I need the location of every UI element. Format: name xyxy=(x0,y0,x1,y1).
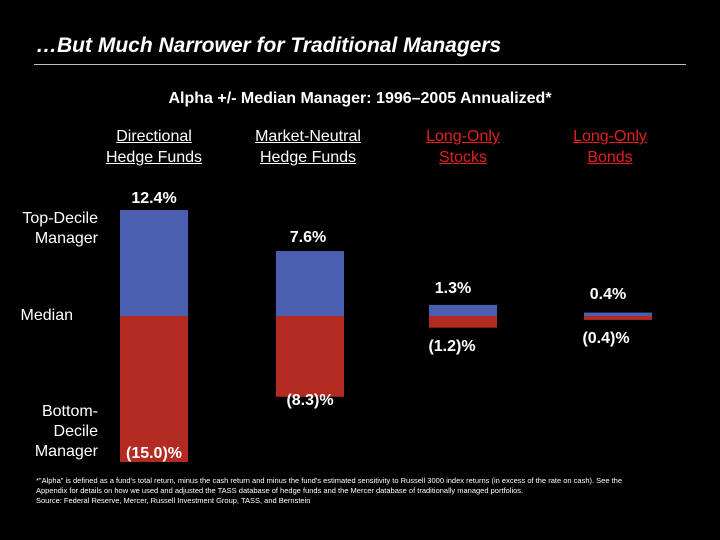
category-label-directional: Directional Hedge Funds xyxy=(84,126,224,168)
row-label-median: Median xyxy=(20,307,73,324)
bar-bottom-directional xyxy=(120,316,188,462)
footnote-line: Source: Federal Reserve, Mercer, Russell… xyxy=(36,496,311,505)
bar-top-bonds xyxy=(584,312,652,316)
footnote: *"Alpha" is defined as a fund's total re… xyxy=(36,476,686,506)
bar-top-market-neutral xyxy=(276,251,344,316)
bar-bottom-bonds xyxy=(584,316,652,320)
category-label-line: Directional xyxy=(116,128,192,145)
row-label-line: Decile xyxy=(53,423,98,440)
row-label-line: Manager xyxy=(34,443,98,460)
category-label-line: Stocks xyxy=(438,149,487,166)
value-label-top-bonds: 0.4% xyxy=(589,286,627,303)
footnote-line: *"Alpha" is defined as a fund's total re… xyxy=(36,476,623,485)
category-label-line: Hedge Funds xyxy=(105,149,203,166)
row-label-line: Bottom- xyxy=(41,403,98,420)
bar-bottom-stocks xyxy=(429,316,497,328)
value-label-bottom-market-neutral: (8.3)% xyxy=(286,392,334,409)
footnote-line: Appendix for details on how we used and … xyxy=(36,486,524,495)
row-label-line: Manager xyxy=(34,230,98,247)
category-label-bonds: Long-Only Bonds xyxy=(540,126,680,168)
page-title: …But Much Narrower for Traditional Manag… xyxy=(36,34,502,57)
value-label-bottom-stocks: (1.2)% xyxy=(428,338,476,355)
category-label-line: Long-Only xyxy=(573,128,647,145)
bar-top-directional xyxy=(120,210,188,316)
category-label-market-neutral: Market-Neutral Hedge Funds xyxy=(238,126,378,168)
category-label-line: Hedge Funds xyxy=(259,149,357,166)
chart-title: Alpha +/- Median Manager: 1996–2005 Annu… xyxy=(168,90,552,107)
bar-bottom-market-neutral xyxy=(276,316,344,397)
row-label-bottom-decile: Bottom- Decile Manager xyxy=(0,402,98,462)
row-label-top-decile: Top-Decile Manager xyxy=(0,209,98,249)
value-label-top-market-neutral: 7.6% xyxy=(289,229,327,246)
value-label-top-directional: 12.4% xyxy=(131,190,177,207)
bar-top-stocks xyxy=(429,304,497,316)
value-label-bottom-directional: (15.0)% xyxy=(125,445,183,462)
title-divider xyxy=(34,64,686,65)
category-label-line: Bonds xyxy=(587,149,633,166)
value-label-bottom-bonds: (0.4)% xyxy=(582,330,630,347)
category-label-line: Long-Only xyxy=(426,128,500,145)
category-label-stocks: Long-Only Stocks xyxy=(393,126,533,168)
value-label-top-stocks: 1.3% xyxy=(434,280,472,297)
category-label-line: Market-Neutral xyxy=(255,128,361,145)
row-label-line: Top-Decile xyxy=(22,210,98,227)
